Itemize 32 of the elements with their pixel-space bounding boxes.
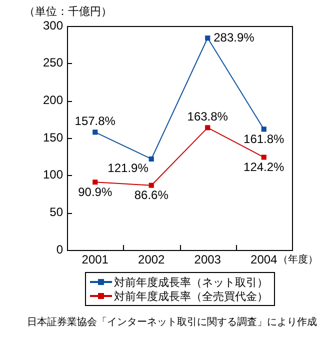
data-label: 283.9% bbox=[214, 30, 255, 44]
data-label: 161.8% bbox=[244, 132, 285, 146]
y-tick-label: 0 bbox=[56, 242, 64, 256]
data-label: 163.8% bbox=[187, 110, 228, 124]
point bbox=[92, 130, 98, 135]
x-tick-label: 2001 bbox=[82, 252, 109, 267]
x-tick-label: 2002 bbox=[138, 252, 166, 267]
point bbox=[261, 154, 266, 160]
y-axis-title: （単位：千億円） bbox=[24, 5, 112, 19]
text: 日本証券業協会「インターネット取引に関する調査」により作成 bbox=[27, 316, 317, 329]
y-tick-label: 250 bbox=[42, 56, 64, 70]
data-label: 157.8% bbox=[74, 114, 116, 128]
y-tick-label: 300 bbox=[42, 18, 64, 32]
data-label: 121.9% bbox=[108, 160, 149, 175]
y-tick-label: 200 bbox=[42, 92, 64, 107]
point bbox=[148, 156, 154, 162]
point bbox=[148, 182, 154, 188]
y-tick-label: 150 bbox=[42, 130, 64, 144]
y-tick-label: 100 bbox=[42, 168, 64, 182]
data-label: 124.2% bbox=[244, 160, 285, 174]
legend-label: 対前年度成長率（ネット取引） bbox=[114, 274, 268, 290]
point bbox=[205, 125, 210, 130]
point bbox=[92, 180, 98, 185]
y-tick-label: 50 bbox=[50, 204, 64, 219]
legend-label: 対前年度成長率（全売買代金） bbox=[114, 288, 268, 304]
x-axis-title: （年度） bbox=[278, 254, 318, 266]
x-tick-label: 2003 bbox=[194, 252, 222, 267]
data-label: 86.6% bbox=[134, 188, 169, 202]
data-label: 90.9% bbox=[78, 184, 112, 199]
point bbox=[205, 35, 210, 41]
point bbox=[261, 126, 266, 132]
x-tick-label: 2004 bbox=[250, 252, 278, 267]
